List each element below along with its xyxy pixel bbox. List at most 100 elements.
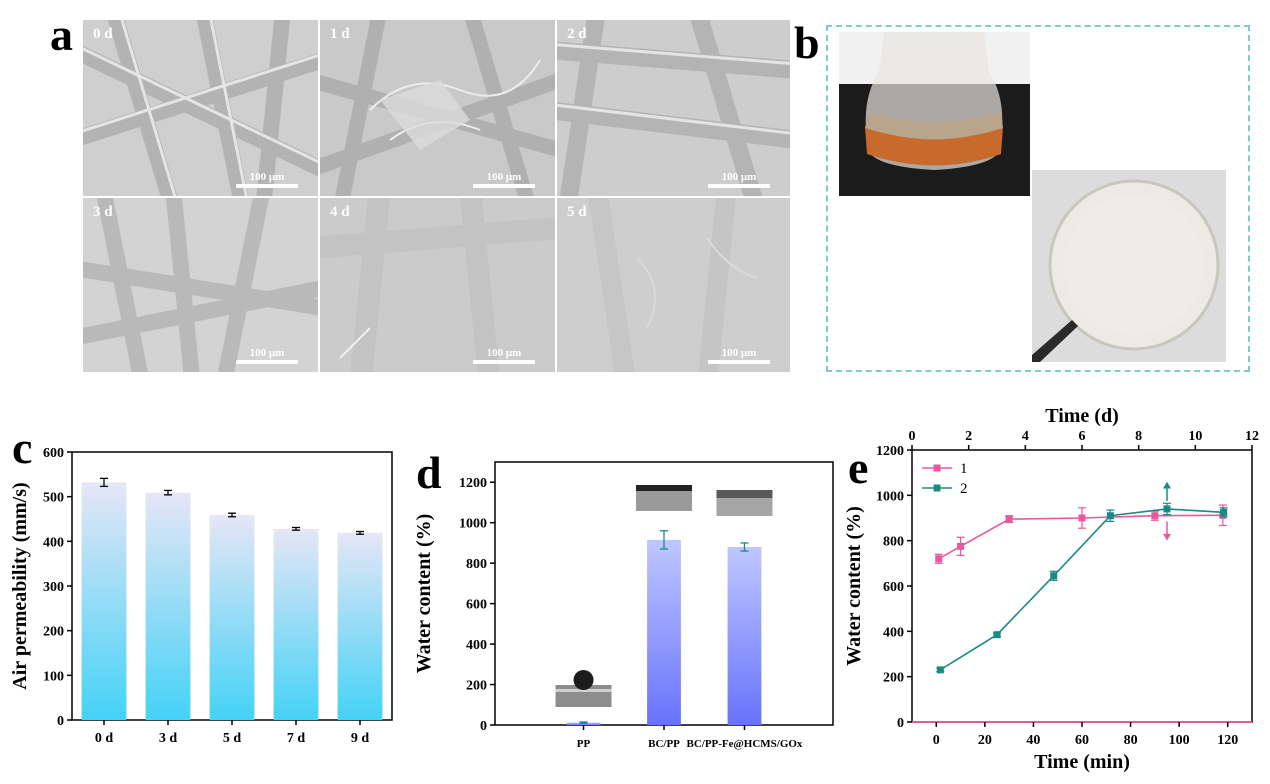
y-axis-label: Water content (%)	[413, 514, 435, 674]
x-tick-label-top: 10	[1188, 429, 1202, 444]
series-line-2	[939, 508, 1224, 671]
sem-label: 2 d	[567, 26, 587, 42]
sem-label: 1 d	[330, 26, 350, 42]
scale-bar: 100 μm	[473, 171, 535, 188]
y-axis-label: Water content (%)	[843, 506, 865, 666]
bar-9 d	[337, 532, 383, 720]
y-tick-label: 400	[466, 638, 487, 653]
y-tick-label: 300	[43, 580, 64, 595]
panel-d-letter: d	[416, 447, 442, 498]
x-tick-label-top: 4	[1022, 429, 1029, 444]
sem-image-2d: 2 d 100 μm	[557, 20, 790, 196]
data-point-1	[1078, 514, 1086, 522]
pp-droplet-inset	[555, 670, 612, 707]
data-point-2	[1106, 512, 1114, 520]
fiber-texture	[320, 20, 555, 196]
fiber-texture	[320, 198, 555, 372]
data-point-2	[993, 631, 1001, 639]
x-tick-label: BC/PP-Fe@HCMS/GOx	[686, 738, 802, 750]
panel-b-letter: b	[794, 17, 820, 68]
panel-c-letter: c	[12, 422, 33, 473]
y-tick-label: 800	[466, 557, 487, 572]
y-tick-label: 0	[480, 719, 487, 734]
sem-label: 5 d	[567, 204, 587, 220]
legend-label: 2	[960, 481, 968, 497]
x-axis-label-bottom: Time (min)	[1034, 751, 1130, 773]
y-tick-label: 500	[43, 491, 64, 506]
bar-0 d	[81, 482, 127, 720]
flask-photo	[839, 32, 1030, 196]
data-point-1	[1151, 512, 1159, 520]
y-tick-label: 200	[883, 671, 904, 686]
bar-3 d	[145, 492, 191, 720]
y-tick-label: 0	[57, 714, 64, 729]
bar-5 d	[209, 514, 255, 720]
data-point-2	[936, 666, 944, 674]
water-content-bar-chart: 0 200 400 600 800 1000 1200 PP BC/PP BC/PP-Fe@HCM…	[413, 461, 834, 750]
x-tick-label-bottom: 100	[1169, 733, 1190, 748]
legend-marker	[933, 464, 941, 472]
y-tick-label: 1200	[876, 444, 904, 459]
scale-bar: 100 μm	[236, 171, 298, 188]
y-tick-label: 800	[883, 535, 904, 550]
x-axis-label-top: Time (d)	[1045, 405, 1119, 427]
panel-e-letter: e	[848, 442, 869, 493]
fiber-texture	[83, 20, 318, 196]
scale-bar-label: 100 μm	[721, 171, 757, 183]
x-tick-label-bottom: 120	[1217, 733, 1238, 748]
x-tick-label: 9 d	[351, 731, 370, 746]
bar-BC/PP-Fe@HCMS/GOx	[727, 546, 762, 725]
air-permeability-chart: 0 100 200 300 400 500 600 0 d 3 d 5 d 7 d 9 d Air pe…	[9, 446, 393, 746]
membrane-photo	[1032, 170, 1226, 362]
panel-a-letter: a	[50, 9, 73, 60]
scale-bar: 100 μm	[236, 347, 298, 364]
y-tick-label: 400	[883, 625, 904, 640]
y-tick-label: 200	[466, 679, 487, 694]
x-tick-label-bottom: 20	[978, 733, 992, 748]
sem-image-0d: 0 d 100 μm	[83, 20, 318, 196]
bottom-axis-arrow	[1163, 521, 1171, 541]
top-axis-arrow	[1163, 481, 1171, 501]
photo-frame	[826, 25, 1250, 372]
sem-label: 4 d	[330, 204, 350, 220]
scale-bar-label: 100 μm	[486, 347, 522, 359]
x-tick-label-top: 0	[909, 429, 916, 444]
x-tick-label-top: 2	[965, 429, 972, 444]
x-tick-label: 5 d	[223, 731, 242, 746]
data-point-1	[935, 555, 943, 563]
scale-bar-label: 100 μm	[249, 171, 285, 183]
scale-bar: 100 μm	[708, 347, 770, 364]
y-tick-label: 1200	[459, 476, 487, 491]
y-tick-label: 1000	[876, 489, 904, 504]
sem-image-1d: 1 d 100 μm	[320, 20, 555, 196]
fiber-texture	[557, 20, 790, 196]
x-tick-label-top: 6	[1079, 429, 1086, 444]
sem-label: 0 d	[93, 26, 113, 42]
scale-bar: 100 μm	[708, 171, 770, 188]
x-tick-label: 3 d	[159, 731, 178, 746]
bar-BC/PP	[647, 539, 681, 725]
x-tick-label: 0 d	[95, 731, 114, 746]
scale-bar-label: 100 μm	[486, 171, 522, 183]
scale-bar-label: 100 μm	[249, 347, 285, 359]
y-tick-label: 100	[43, 669, 64, 684]
series-line-1	[938, 514, 1223, 560]
y-axis-label: Air permeability (mm/s)	[9, 482, 31, 689]
composite-droplet-inset	[716, 490, 773, 516]
x-tick-label-top: 12	[1245, 429, 1259, 444]
x-tick-label-bottom: 0	[933, 733, 940, 748]
sem-image-3d: 3 d 100 μm	[83, 198, 318, 372]
fiber-texture	[83, 198, 318, 372]
y-tick-label: 0	[897, 716, 904, 731]
data-point-2	[1220, 508, 1228, 516]
scale-bar: 100 μm	[473, 347, 535, 364]
fiber-texture	[557, 198, 790, 372]
x-tick-label: BC/PP	[648, 738, 680, 750]
x-tick-label: 7 d	[287, 731, 306, 746]
y-tick-label: 400	[43, 535, 64, 550]
data-point-1	[1005, 515, 1013, 523]
y-tick-label: 200	[43, 625, 64, 640]
x-tick-label-bottom: 40	[1026, 733, 1040, 748]
y-tick-label: 600	[466, 598, 487, 613]
